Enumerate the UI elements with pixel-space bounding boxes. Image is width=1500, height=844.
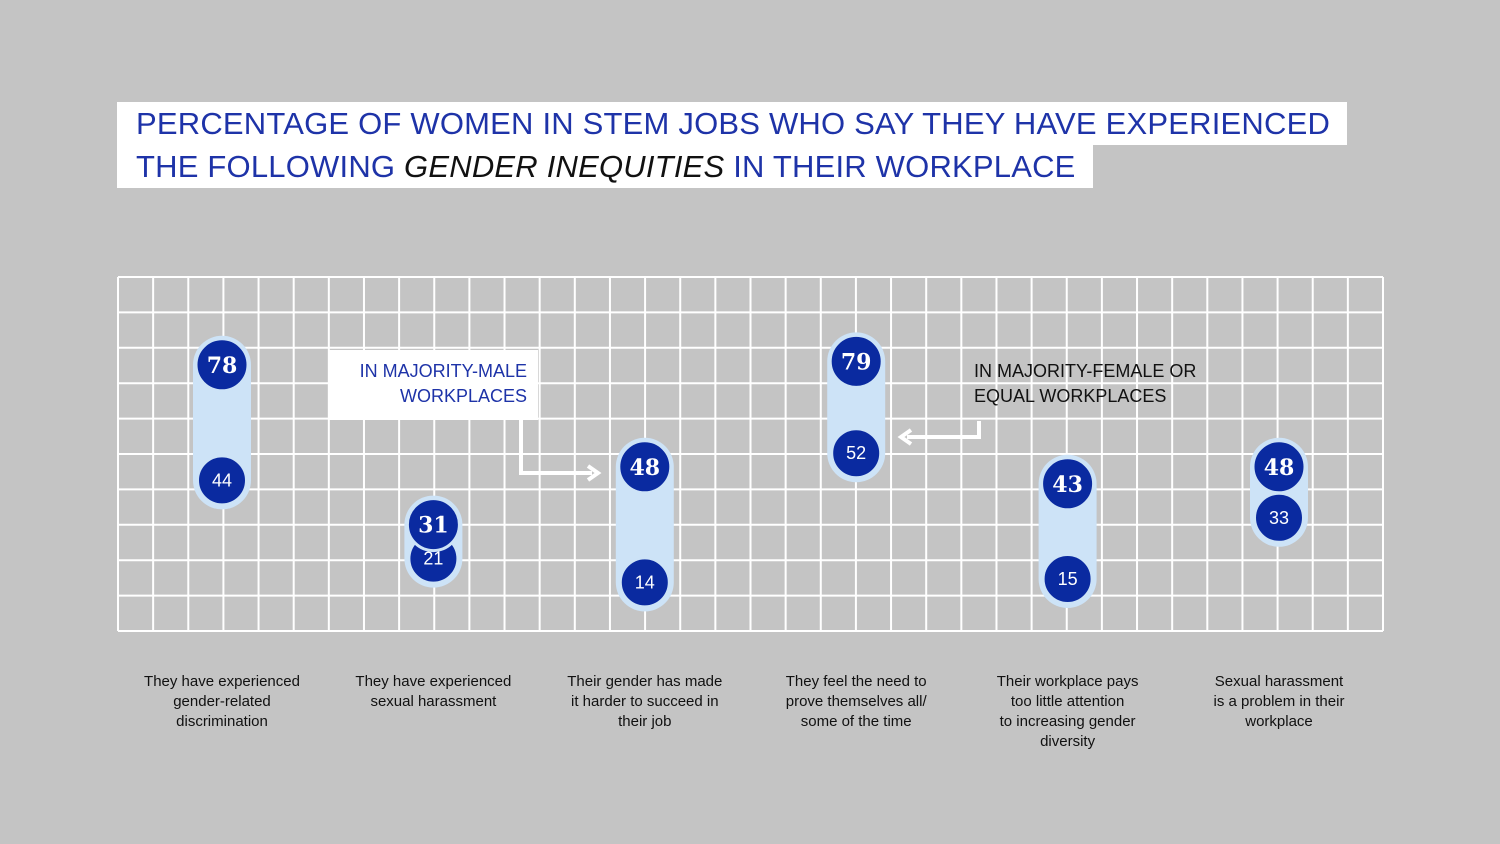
chart-title: PERCENTAGE OF WOMEN IN STEM JOBS WHO SAY… [117,102,1348,188]
title-line-2-suffix: IN THEIR WORKPLACE [724,149,1076,184]
dot-majority-female [619,557,670,608]
dot-majority-female [831,428,882,479]
category-label: They have experienced gender-related dis… [144,673,300,730]
dot-majority-female [1042,554,1093,604]
value-label-majority-female: 14 [635,572,655,592]
title-line-2: THE FOLLOWING GENDER INEQUITIES IN THEIR… [117,145,1093,188]
dot-majority-male [1251,439,1307,495]
majority-male-arrow-line [519,420,592,475]
majority-female-label: IN MAJORITY-FEMALE OR EQUAL WORKPLACES [974,361,1197,406]
value-label-majority-female: 21 [423,549,443,569]
category-label: Their workplace pays too little attentio… [996,673,1139,750]
dot-majority-female [197,455,247,506]
dot-majority-male [194,337,250,393]
value-label-majority-male: 79 [841,349,872,375]
title-line-1: PERCENTAGE OF WOMEN IN STEM JOBS WHO SAY… [117,102,1348,145]
majority-female-arrow-line [907,421,981,439]
value-label-majority-male: 43 [1052,472,1083,498]
chart-grid [117,276,1384,632]
title-emphasis: GENDER INEQUITIES [404,149,725,184]
value-label-majority-female: 44 [212,470,232,490]
value-label-majority-male: 78 [207,353,238,379]
majority-male-label: IN MAJORITY-MALE WORKPLACES [328,350,538,420]
category-label: They have experienced sexual harassment [355,673,512,710]
dot-majority-male [617,439,673,495]
category-label: They feel the need to prove themselves a… [785,673,927,730]
value-label-majority-female: 52 [846,443,866,463]
majority-female-arrowhead [897,428,913,446]
value-label-majority-male: 48 [1264,455,1295,481]
title-line-2-prefix: THE FOLLOWING [136,149,405,184]
value-label-majority-female: 33 [1269,508,1289,528]
category-label: Sexual harassment is a problem in their … [1213,673,1345,730]
dot-majority-male [405,497,461,553]
value-label-majority-male: 48 [629,455,660,481]
dot-majority-male [1040,456,1096,512]
chart-marks: 44 78 21 31 14 48 52 79 15 43 33 48 [193,332,1308,612]
dot-majority-male [828,333,884,389]
majority-male-arrowhead [586,464,602,482]
category-label: Their gender has made it harder to succe… [567,673,723,730]
value-label-majority-female: 15 [1058,569,1078,589]
value-label-majority-male: 31 [418,513,449,539]
annotation-arrows [519,420,981,482]
